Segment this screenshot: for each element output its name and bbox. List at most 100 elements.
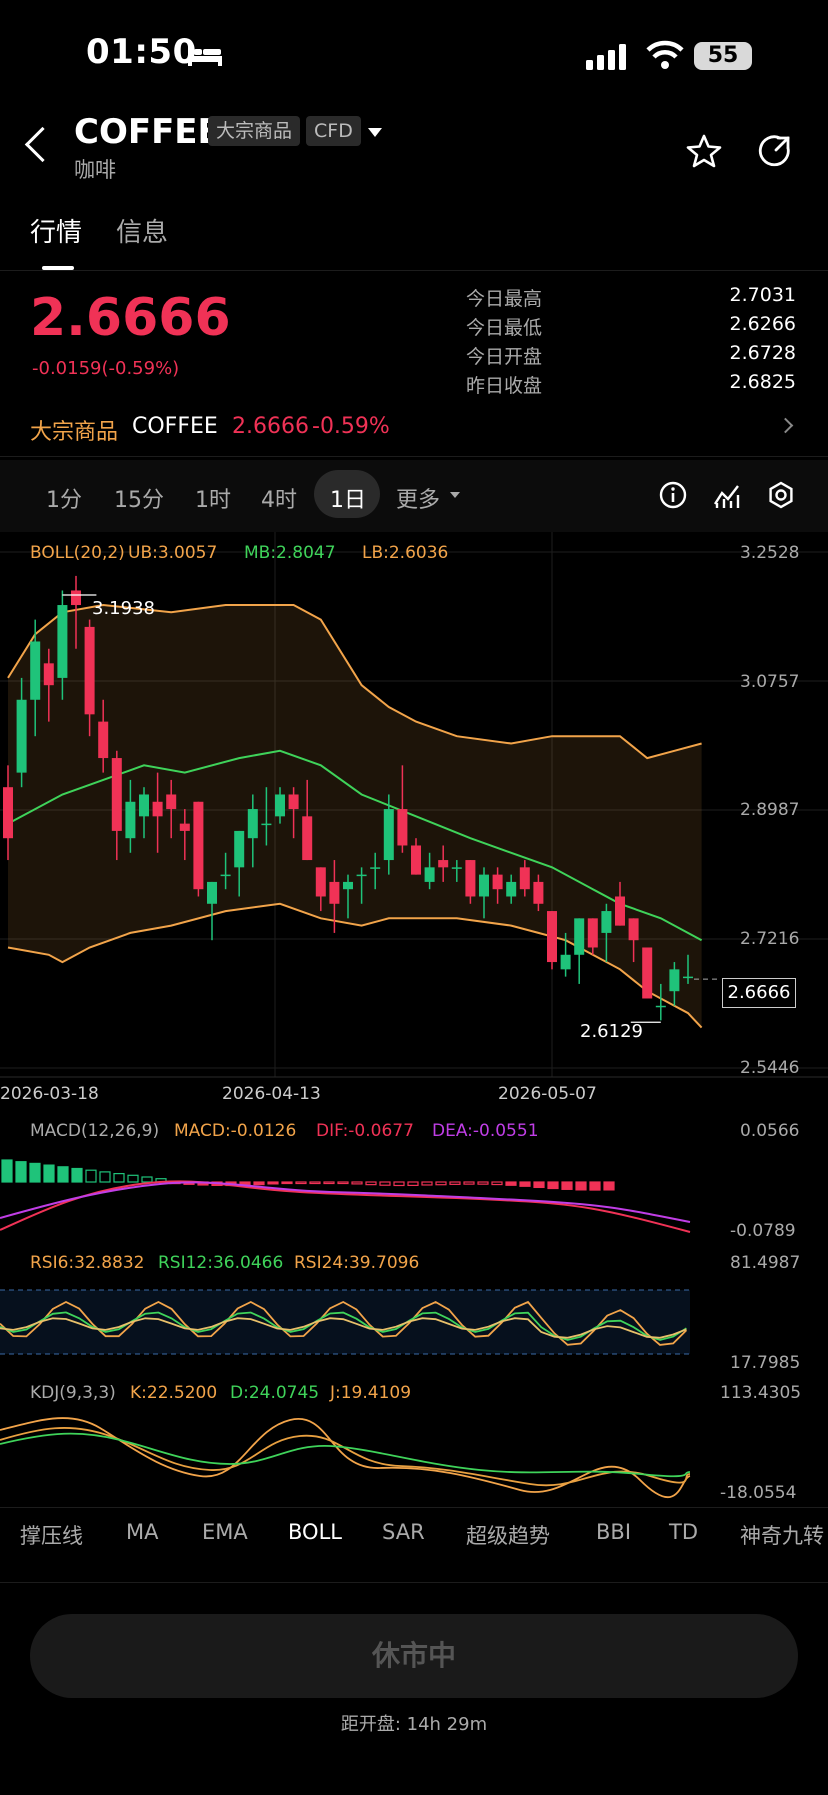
tab-underline (42, 266, 74, 270)
macd-bar (267, 1181, 279, 1185)
rsi-band (0, 1290, 690, 1354)
chevron-right-icon[interactable] (777, 417, 794, 434)
candle (655, 1005, 666, 1008)
candle (275, 794, 285, 817)
indicator-support-resistance[interactable]: 撑压线 (20, 1524, 83, 1548)
macd-bar (323, 1181, 335, 1185)
tab-quote[interactable]: 行情 (30, 218, 83, 248)
indicator-supertrend[interactable]: 超级趋势 (466, 1524, 550, 1548)
candle (601, 911, 612, 933)
cellular-signal-icon (586, 44, 626, 70)
candle (247, 809, 258, 839)
candle (438, 860, 449, 868)
symbol-title: COFFEE (74, 112, 221, 152)
candle (479, 874, 489, 897)
candle (288, 794, 299, 810)
star-icon[interactable] (686, 134, 722, 168)
macd-bar (505, 1181, 517, 1186)
candle (383, 809, 394, 861)
macd-bar (337, 1181, 349, 1185)
candle (533, 881, 544, 904)
boll-ub: UB:3.0057 (128, 543, 218, 563)
candle (166, 794, 177, 810)
macd-bar (15, 1161, 27, 1183)
dropdown-icon[interactable] (368, 128, 382, 137)
info-icon[interactable] (658, 480, 688, 510)
macd-bar (589, 1181, 601, 1191)
period-1m[interactable]: 1分 (46, 488, 82, 513)
candle (98, 721, 109, 759)
candle (560, 954, 571, 970)
divider (0, 1507, 828, 1508)
stat-label-prev-close: 昨日收盘 (466, 375, 543, 397)
period-15m[interactable]: 15分 (114, 488, 164, 513)
period-bar (0, 460, 828, 532)
period-1d[interactable]: 1日 (330, 488, 366, 513)
x-label: 2026-05-07 (498, 1084, 597, 1104)
divider (0, 1582, 828, 1583)
macd-bar (533, 1181, 545, 1189)
candle (356, 874, 367, 877)
macd-axis-bottom: -0.0789 (730, 1221, 796, 1241)
macd-bar (379, 1181, 391, 1186)
macd-value: MACD:-0.0126 (174, 1121, 297, 1141)
period-4h[interactable]: 4时 (261, 488, 297, 513)
candle (683, 976, 693, 979)
macd-bar (519, 1181, 531, 1187)
price-change: -0.0159(-0.59%) (32, 358, 180, 379)
more-dropdown-icon[interactable] (450, 492, 460, 498)
settings-icon[interactable] (766, 480, 796, 510)
share-icon[interactable] (758, 134, 792, 168)
last-price-tag: 2.6666 (722, 978, 796, 1008)
index-symbol[interactable]: COFFEE (132, 414, 218, 439)
y-tick: 3.0757 (740, 672, 800, 692)
stat-value-prev-close: 2.6825 (729, 371, 796, 393)
boll-mb-line (7, 749, 703, 942)
macd-bar (407, 1181, 419, 1187)
macd-bar (141, 1176, 153, 1183)
market-closed-button[interactable]: 休市中 (30, 1614, 798, 1698)
candle (329, 881, 340, 904)
kdj-d-line (0, 1432, 691, 1478)
indicator-icon[interactable] (712, 480, 742, 510)
kdj-d: D:24.0745 (230, 1383, 320, 1403)
candle (397, 809, 408, 846)
candle (492, 874, 503, 890)
macd-bar (1, 1159, 13, 1183)
macd-bar (491, 1181, 503, 1186)
indicator-td[interactable]: TD (669, 1520, 698, 1544)
rsi12-value: RSI12:36.0466 (158, 1253, 284, 1273)
period-1h[interactable]: 1时 (195, 488, 231, 513)
kline-chart[interactable] (0, 532, 828, 1112)
divider (0, 270, 828, 271)
indicator-bbi[interactable]: BBI (596, 1520, 632, 1544)
macd-bar (295, 1181, 307, 1185)
indicator-ma[interactable]: MA (126, 1520, 159, 1544)
indicator-magic-nine[interactable]: 神奇九转 (740, 1524, 824, 1548)
candle (3, 787, 13, 839)
rsi-chart[interactable] (0, 1250, 828, 1370)
indicator-sar[interactable]: SAR (382, 1520, 425, 1544)
macd-bar (113, 1172, 125, 1183)
kdj-chart[interactable] (0, 1380, 828, 1505)
stat-value-low: 2.6266 (729, 313, 796, 335)
macd-bar (99, 1171, 111, 1183)
boll-ub-line (7, 603, 702, 760)
indicator-ema[interactable]: EMA (202, 1520, 248, 1544)
status-time: 01:50 (86, 32, 197, 72)
macd-chart[interactable] (0, 1112, 828, 1242)
wifi-icon (646, 40, 684, 69)
candle (574, 918, 585, 955)
index-category[interactable]: 大宗商品 (30, 420, 119, 445)
indicator-boll[interactable]: BOLL (288, 1520, 342, 1544)
period-more[interactable]: 更多 (396, 488, 441, 513)
kdj-j-line (0, 1417, 691, 1498)
macd-bar (603, 1181, 615, 1191)
category-tag: 大宗商品 (208, 116, 301, 146)
candle (234, 830, 245, 868)
macd-bar (71, 1167, 83, 1183)
period-active-pill (314, 470, 380, 518)
tab-info[interactable]: 信息 (116, 218, 169, 248)
back-icon[interactable] (24, 126, 61, 163)
boll-label: BOLL(20,2) (30, 543, 125, 563)
